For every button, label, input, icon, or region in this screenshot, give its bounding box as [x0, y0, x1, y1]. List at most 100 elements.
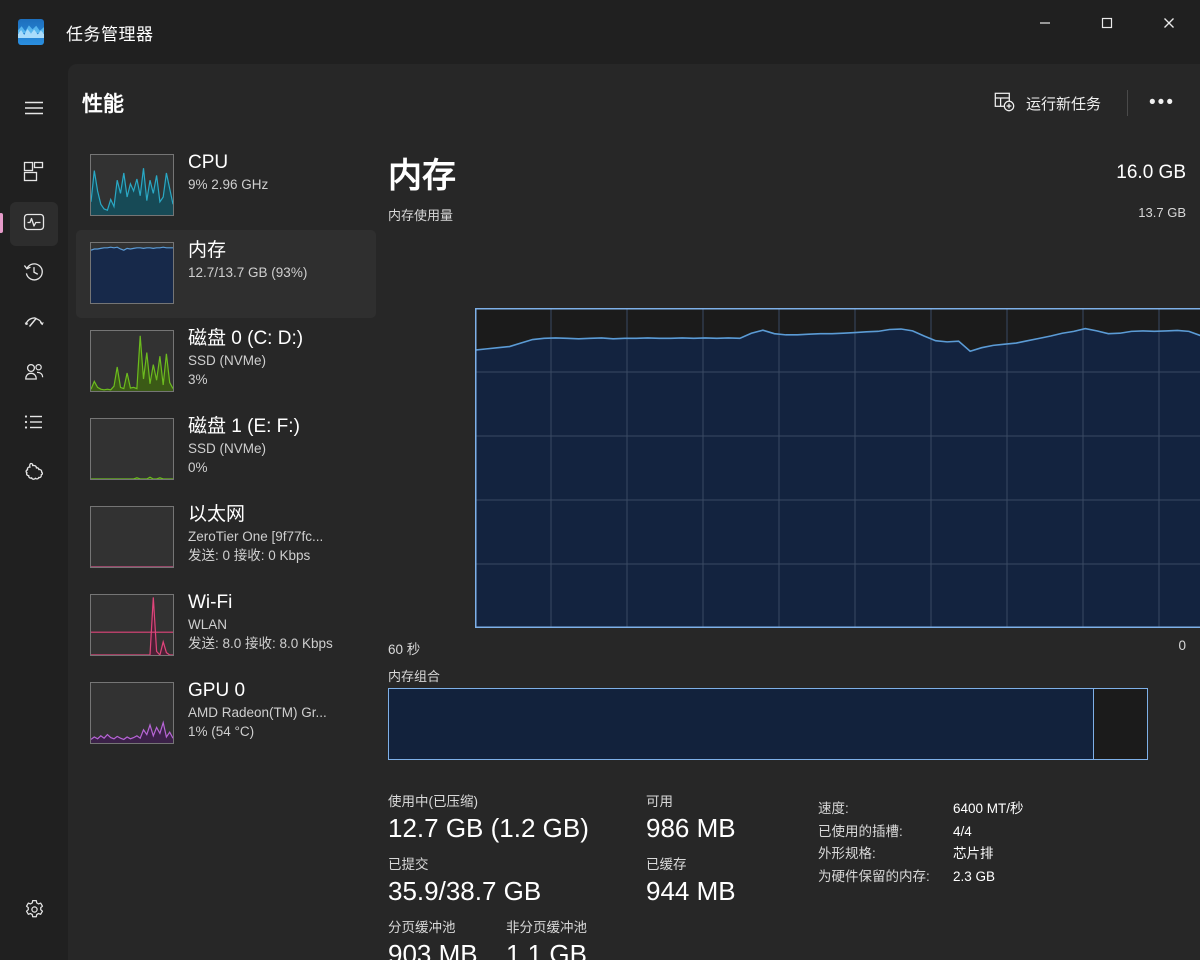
detail-title: 内存 — [388, 157, 456, 195]
users-icon — [23, 361, 45, 388]
device-subtitle: AMD Radeon(TM) Gr... — [188, 705, 327, 720]
memory-stats-left: 使用中(已压缩) 12.7 GB (1.2 GB) 可用 986 MB 已提交 35.9/… — [388, 792, 808, 960]
stat-cell: 可用 986 MB — [646, 792, 806, 845]
stat-value: 903 MB — [388, 939, 478, 960]
puzzle-icon — [23, 461, 45, 488]
info-row: 为硬件保留的内存: 2.3 GB — [818, 866, 1188, 889]
stat-value: 944 MB — [646, 876, 736, 906]
stat-label: 非分页缓冲池 — [506, 920, 587, 935]
device-mini-graph — [90, 242, 174, 304]
device-subtitle: 12.7/13.7 GB (93%) — [188, 265, 308, 280]
device-text: 内存 12.7/13.7 GB (93%) — [188, 238, 307, 282]
stat-value: 35.9/38.7 GB — [388, 876, 542, 906]
header-divider — [1127, 90, 1128, 116]
stat-value: 12.7 GB (1.2 GB) — [388, 813, 589, 843]
window-title: 任务管理器 — [66, 24, 154, 44]
device-item[interactable]: 内存 12.7/13.7 GB (93%) — [76, 230, 376, 318]
device-subtitle: ZeroTier One [9f77fc... — [188, 529, 324, 544]
memory-chart-svg — [474, 307, 1200, 629]
device-text: GPU 0 AMD Radeon(TM) Gr... 1% (54 °C) — [188, 678, 327, 741]
device-text: Wi-Fi WLAN 发送: 8.0 接收: 8.0 Kbps — [188, 590, 333, 653]
info-value: 6400 MT/秒 — [953, 801, 1024, 816]
device-metric: 1% (54 °C) — [188, 724, 255, 739]
device-item[interactable]: GPU 0 AMD Radeon(TM) Gr... 1% (54 °C) — [76, 670, 376, 758]
content-header: 性能 运行新任务 — [68, 64, 1200, 142]
device-text: CPU 9% 2.96 GHz — [188, 150, 268, 194]
stat-cell: 已缓存 944 MB — [646, 855, 806, 908]
sidebar-item-processes[interactable] — [10, 152, 58, 196]
device-mini-graph — [90, 594, 174, 656]
detail-total-memory: 16.0 GB — [1116, 162, 1186, 183]
list-icon — [23, 411, 45, 438]
icon-wave-back — [18, 25, 44, 33]
device-item[interactable]: 磁盘 0 (C: D:) SSD (NVMe) 3% — [76, 318, 376, 406]
run-new-task-button[interactable]: 运行新任务 — [982, 83, 1113, 124]
device-text: 磁盘 0 (C: D:) SSD (NVMe) 3% — [188, 326, 303, 389]
stat-label: 已缓存 — [646, 857, 687, 872]
performance-device-list[interactable]: CPU 9% 2.96 GHz 内存 12.7/13.7 GB (93%) 磁盘 0… — [76, 142, 376, 954]
stat-cell: 非分页缓冲池 1.1 GB — [506, 918, 666, 960]
device-subtitle: SSD (NVMe) — [188, 441, 267, 456]
graph-axis-right-label: 0 — [1178, 638, 1186, 653]
task-manager-icon — [18, 19, 44, 45]
navigation-rail — [0, 64, 68, 960]
device-mini-graph — [90, 506, 174, 568]
info-value: 芯片排 — [953, 846, 994, 861]
header-actions: 运行新任务 ••• — [982, 64, 1200, 142]
info-value: 4/4 — [953, 823, 972, 839]
memory-usage-chart — [474, 307, 1200, 629]
info-key: 为硬件保留的内存: — [818, 868, 930, 884]
info-row: 已使用的插槽: 4/4 — [818, 821, 1188, 844]
content-panel: 性能 运行新任务 — [68, 64, 1200, 960]
device-mini-graph — [90, 682, 174, 744]
device-item[interactable]: CPU 9% 2.96 GHz — [76, 142, 376, 230]
device-metric: 发送: 8.0 接收: 8.0 Kbps — [188, 636, 333, 651]
info-row: 速度: 6400 MT/秒 — [818, 798, 1188, 821]
sidebar-item-startup-apps[interactable] — [10, 302, 58, 346]
device-item[interactable]: 以太网 ZeroTier One [9f77fc... 发送: 0 接收: 0 Kb… — [76, 494, 376, 582]
device-metric: 发送: 0 接收: 0 Kbps — [188, 548, 311, 563]
gear-icon — [24, 899, 45, 925]
sidebar-item-app-history[interactable] — [10, 252, 58, 296]
info-key: 已使用的插槽: — [818, 823, 903, 839]
stat-row: 已提交 35.9/38.7 GB 已缓存 944 MB — [388, 855, 808, 908]
new-task-icon — [994, 91, 1015, 116]
device-subtitle: 9% 2.96 GHz — [188, 177, 269, 192]
more-options-button[interactable]: ••• — [1149, 92, 1175, 113]
device-name: 内存 — [188, 240, 227, 261]
device-name: CPU — [188, 152, 229, 173]
device-name: 磁盘 0 (C: D:) — [188, 328, 304, 349]
stat-cell: 分页缓冲池 903 MB — [388, 918, 506, 960]
device-metric: 0% — [188, 460, 208, 475]
stat-label: 已提交 — [388, 857, 429, 872]
sidebar-item-users[interactable] — [10, 352, 58, 396]
device-name: Wi-Fi — [188, 592, 233, 613]
sidebar-item-services[interactable] — [10, 452, 58, 496]
memory-composition-bar[interactable] — [388, 688, 1148, 760]
memory-detail-pane: 内存 16.0 GB 内存使用量 13.7 GB 60 秒 0 内存组合 使用中… — [388, 142, 1200, 960]
memory-info-right: 速度: 6400 MT/秒 已使用的插槽: 4/4 外形规格: 芯片排 为硬件保留的内存: 2… — [818, 798, 1188, 888]
close-button[interactable] — [1138, 0, 1200, 46]
pulse-monitor-icon — [23, 211, 45, 238]
window-controls — [1014, 0, 1200, 64]
sidebar-item-details[interactable] — [10, 402, 58, 446]
device-name: 以太网 — [188, 504, 246, 525]
memory-composition-label: 内存组合 — [388, 669, 441, 684]
stat-value: 1.1 GB — [506, 939, 587, 960]
run-new-task-label: 运行新任务 — [1025, 95, 1101, 113]
device-item[interactable]: Wi-Fi WLAN 发送: 8.0 接收: 8.0 Kbps — [76, 582, 376, 670]
minimize-button[interactable] — [1014, 0, 1076, 46]
device-mini-graph — [90, 418, 174, 480]
hamburger-icon[interactable] — [10, 86, 58, 130]
icon-wave-front — [18, 29, 44, 38]
sidebar-item-performance[interactable] — [0, 202, 58, 246]
device-item[interactable]: 磁盘 1 (E: F:) SSD (NVMe) 0% — [76, 406, 376, 494]
settings-button[interactable] — [10, 890, 58, 934]
device-mini-graph — [90, 154, 174, 216]
graph-label: 内存使用量 — [388, 208, 454, 223]
device-text: 以太网 ZeroTier One [9f77fc... 发送: 0 接收: 0 Kb… — [188, 502, 323, 565]
device-text: 磁盘 1 (E: F:) SSD (NVMe) 0% — [188, 414, 300, 477]
maximize-button[interactable] — [1076, 0, 1138, 46]
page-title: 性能 — [82, 93, 124, 116]
